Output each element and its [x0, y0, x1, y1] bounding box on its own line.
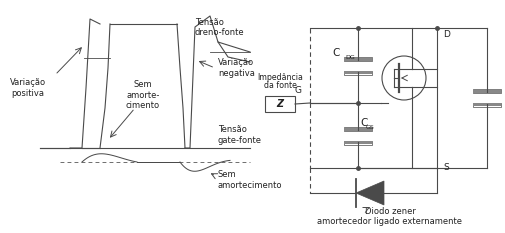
Text: amortecedor ligado externamente: amortecedor ligado externamente — [317, 216, 462, 226]
Text: GS: GS — [365, 125, 374, 130]
Text: C: C — [503, 81, 505, 91]
Text: Sem
amorte-
cimento: Sem amorte- cimento — [126, 80, 160, 110]
Text: Impedância: Impedância — [257, 73, 302, 82]
Text: DG: DG — [344, 55, 354, 60]
Bar — [472, 90, 500, 93]
Bar — [472, 89, 500, 93]
Text: Tensão
dreno-fonte: Tensão dreno-fonte — [194, 18, 244, 38]
Text: D: D — [442, 30, 449, 39]
Bar — [343, 140, 371, 144]
Bar — [343, 71, 371, 75]
Text: Z: Z — [276, 99, 283, 109]
Text: da fonte: da fonte — [263, 81, 296, 90]
Bar — [343, 140, 371, 144]
Text: Sem
amortecimento: Sem amortecimento — [218, 170, 282, 190]
Bar — [343, 127, 371, 130]
Text: Variação
positiva: Variação positiva — [10, 78, 46, 98]
Text: G: G — [294, 86, 301, 95]
Bar — [343, 71, 371, 73]
Text: Diodo zener: Diodo zener — [364, 208, 415, 216]
Bar — [343, 58, 371, 61]
Bar — [343, 127, 371, 130]
Text: Tensão
gate-fonte: Tensão gate-fonte — [218, 125, 262, 145]
Bar — [265, 96, 294, 112]
Bar — [472, 103, 500, 106]
Bar — [343, 56, 371, 61]
Text: C: C — [332, 48, 339, 58]
Text: Variação
negativa: Variação negativa — [218, 58, 255, 78]
Text: S: S — [442, 164, 448, 172]
Polygon shape — [356, 181, 383, 205]
Bar — [472, 103, 500, 107]
Text: C: C — [359, 119, 367, 129]
